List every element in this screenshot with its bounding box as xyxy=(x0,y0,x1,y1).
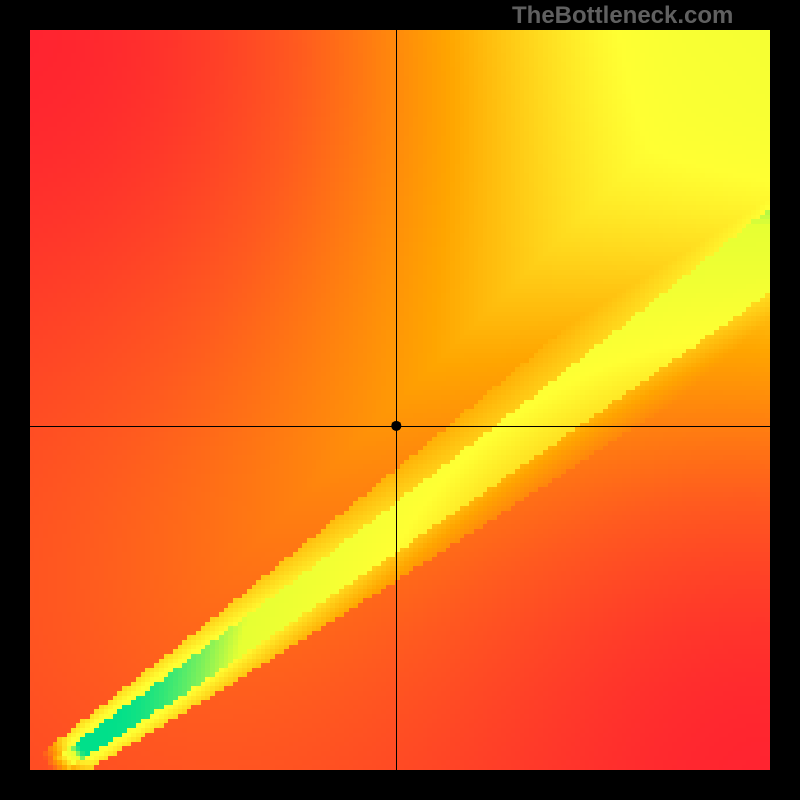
chart-container: TheBottleneck.com xyxy=(0,0,800,800)
heatmap-canvas xyxy=(30,30,770,770)
watermark-text: TheBottleneck.com xyxy=(512,2,733,30)
plot-area xyxy=(30,30,770,770)
